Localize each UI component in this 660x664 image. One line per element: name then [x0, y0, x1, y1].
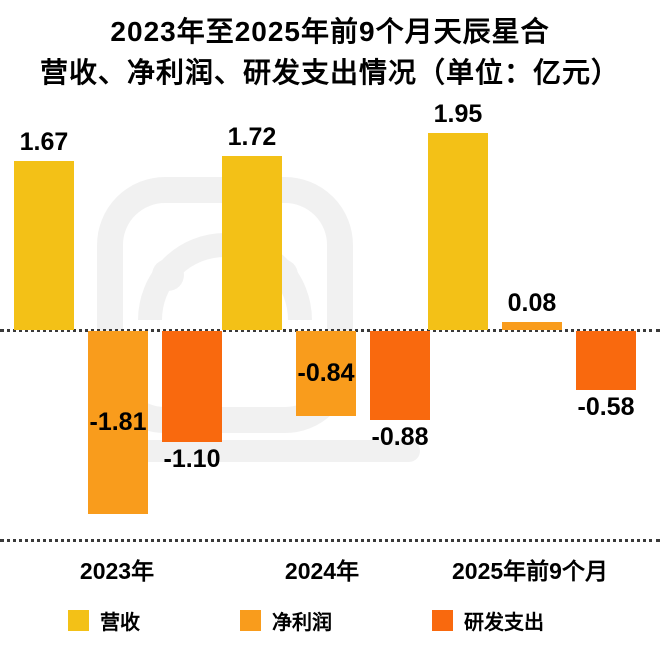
- bar-value-label: -1.10: [163, 445, 221, 473]
- bar-净利润-2023年: [88, 331, 148, 514]
- legend-label: 净利润: [272, 612, 332, 634]
- bar-value-label: 1.72: [227, 123, 277, 151]
- bar-value-label: 0.08: [507, 289, 557, 317]
- bar-营收-2025年前9个月: [428, 133, 488, 330]
- x-axis-label-2024: 2024年: [284, 558, 360, 584]
- legend-label: 研发支出: [464, 612, 544, 634]
- chart-title-line1: 2023年至2025年前9个月天辰星合: [110, 16, 550, 47]
- bar-value-label: 1.95: [433, 100, 483, 128]
- bar-value-label: -0.84: [297, 358, 355, 387]
- bar-研发支出-2023年: [162, 331, 222, 442]
- bar-value-label: -0.88: [371, 423, 429, 451]
- legend-swatch: [432, 610, 453, 631]
- x-axis-label-2025: 2025年前9个月: [452, 558, 608, 584]
- bar-value-label: -0.58: [577, 393, 635, 421]
- bar-value-label: -1.81: [89, 407, 147, 436]
- legend-item-研发支出: 研发支出: [432, 606, 544, 635]
- chart-title-line2: 营收、净利润、研发支出情况（单位：亿元）: [39, 56, 620, 88]
- x-axis-line: [0, 539, 660, 542]
- legend-item-净利润: 净利润: [240, 606, 332, 635]
- legend-item-营收: 营收: [68, 606, 140, 635]
- bar-研发支出-2025年前9个月: [576, 331, 636, 390]
- zero-baseline: [0, 329, 660, 332]
- bar-营收-2024年: [222, 156, 282, 330]
- bar-研发支出-2024年: [370, 331, 430, 420]
- legend-swatch: [240, 610, 261, 631]
- chart-title: 2023年至2025年前9个月天辰星合 营收、净利润、研发支出情况（单位：亿元）: [0, 12, 660, 93]
- legend: 营收 净利润 研发支出: [0, 606, 660, 635]
- legend-label: 营收: [100, 612, 140, 634]
- bar-净利润-2024年: [296, 331, 356, 416]
- x-axis-label-2023: 2023年: [79, 558, 155, 584]
- bar-净利润-2025年前9个月: [502, 322, 562, 330]
- legend-swatch: [68, 610, 89, 631]
- bar-营收-2023年: [14, 161, 74, 330]
- bar-value-label: 1.67: [19, 128, 69, 156]
